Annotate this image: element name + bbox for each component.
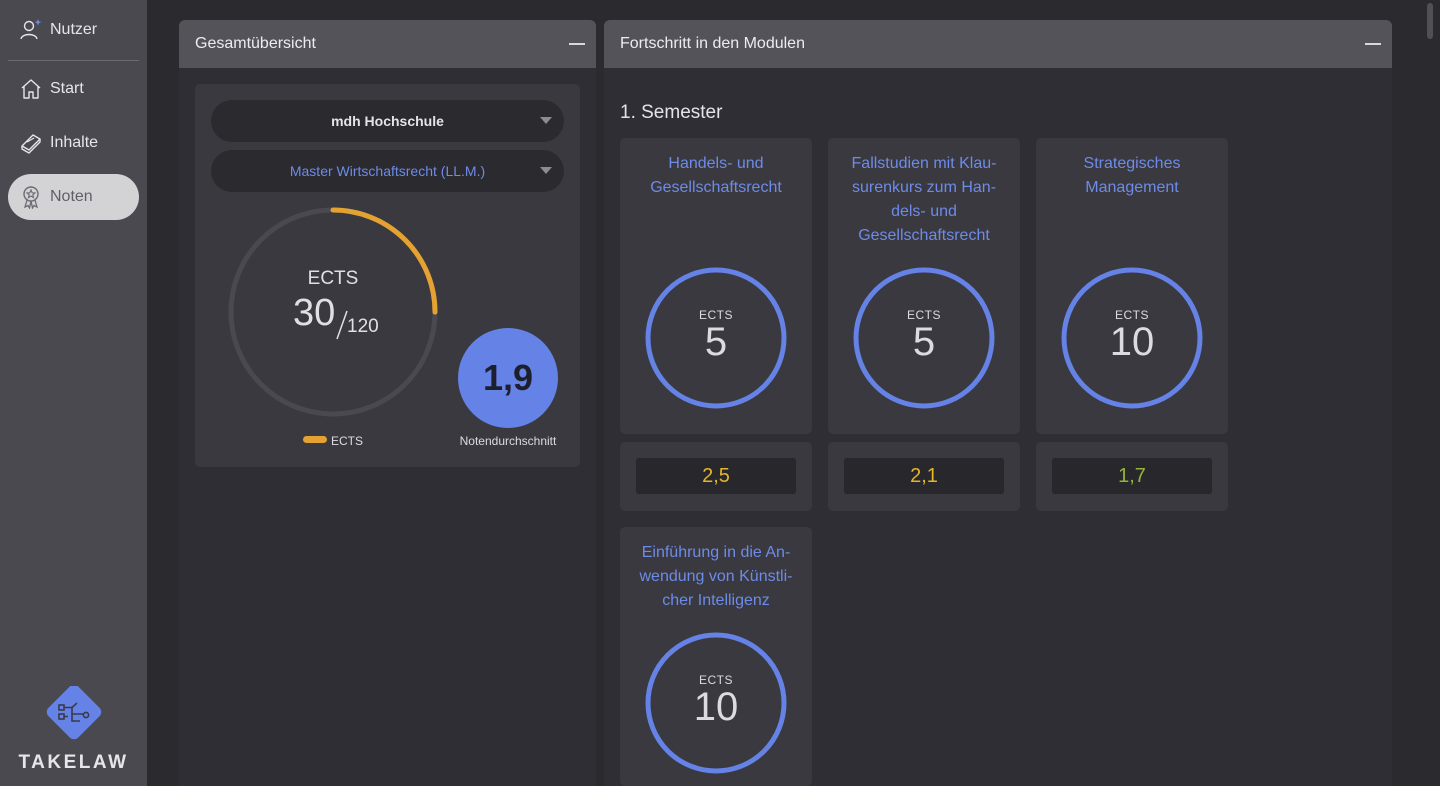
semester-heading: 1. Semester [620,102,723,123]
award-icon [23,186,39,209]
module-title-line: wendung von Künstli- [639,568,793,585]
module-title: Handels- und Gesellschaftsrecht [630,152,802,200]
user-star-icon [20,19,42,40]
module-ring [853,267,995,409]
module-ects-ring: ECTS 10 [644,631,788,775]
takelaw-logo [46,686,102,740]
overview-panel: Gesamtübersicht mdh Hochschule Master Wi… [179,20,596,786]
program-select[interactable]: Master Wirtschaftsrecht (LL.M.) [211,150,564,192]
module-ects-value: 10 [693,685,739,729]
module-title-line: Einführung in die An- [641,544,791,561]
module-ects-ring: ECTS 5 [644,266,788,410]
module-ects-ring: ECTS 10 [1060,266,1204,410]
grade-average-value: 1,9 [482,357,534,398]
sidebar-item-label: Inhalte [50,134,99,151]
module-grade-value: 2,5 [702,464,730,487]
modules-panel: Fortschritt in den Modulen 1. Semester H… [604,20,1392,786]
university-select-value: mdh Hochschule [331,113,444,129]
panel-title: Gesamtübersicht [195,35,316,52]
module-ects-label: ECTS [906,308,941,322]
module-ring [645,632,787,774]
module-grade: 1,7 [1052,458,1212,494]
ects-fraction-slash [336,310,348,340]
module-title-line: surenkurs zum Han- [851,179,997,196]
scrollbar-thumb[interactable] [1427,3,1433,39]
panel-header: Gesamtübersicht [179,20,596,68]
module-card[interactable]: Strategisches Management ECTS 10 [1036,138,1228,434]
legend-label: ECTS [331,434,364,448]
chevron-down-icon [540,117,552,124]
sidebar-divider [8,60,139,61]
sidebar-item-label: Start [50,80,84,97]
module-title: Einführung in die An- wendung von Künstl… [630,541,802,613]
home-icon [21,79,41,99]
module-ects-value: 10 [1109,320,1155,364]
sidebar-item-start[interactable]: Start [8,66,139,112]
module-title-line: cher Intelligenz [662,592,770,609]
minimize-icon[interactable] [1364,32,1382,52]
legend-swatch [303,436,327,443]
grade-average-circle: 1,9 [458,328,558,428]
module-title-line: Strategisches [1083,155,1181,172]
module-ects-value: 5 [704,320,728,364]
module-card[interactable]: Handels- und Gesellschaftsrecht ECTS 5 [620,138,812,434]
book-icon [21,134,41,154]
module-grade-card: 2,5 [620,442,812,511]
panel-title: Fortschritt in den Modulen [620,35,805,52]
module-grade-card: 2,1 [828,442,1020,511]
module-ring [1061,267,1203,409]
module-title-line: Handels- und [668,155,764,172]
module-grade-card: 1,7 [1036,442,1228,511]
module-ects-label: ECTS [698,673,733,687]
module-title-line: Management [1085,179,1179,196]
ects-ring-value: 30 [293,292,336,334]
scrollbar-track[interactable] [1420,0,1440,786]
university-select[interactable]: mdh Hochschule [211,100,564,142]
overview-card: mdh Hochschule Master Wirtschaftsrecht (… [195,84,580,467]
sidebar-item-nutzer[interactable]: Nutzer [8,7,139,53]
minimize-icon[interactable] [568,32,586,52]
sidebar: Nutzer Start Inhalte Noten [0,0,147,786]
chevron-down-icon [540,167,552,174]
module-ects-value: 5 [912,320,936,364]
module-ects-ring: ECTS 5 [852,266,996,410]
module-title: Fallstudien mit Klau- surenkurs zum Han-… [838,152,1010,248]
grade-average-label: Notendurchschnitt [459,434,557,448]
sidebar-item-label: Noten [50,188,93,205]
module-grade-value: 2,1 [910,464,938,487]
ects-ring-total: 120 [347,316,379,337]
module-title-line: dels- und [891,203,957,220]
module-grade: 2,1 [844,458,1004,494]
module-card[interactable]: Einführung in die An- wendung von Künstl… [620,527,812,786]
module-title-line: Gesellschaftsrecht [858,227,990,244]
module-grade: 2,5 [636,458,796,494]
program-select-value: Master Wirtschaftsrecht (LL.M.) [289,163,486,179]
sidebar-item-label: Nutzer [50,21,98,38]
sidebar-item-inhalte[interactable]: Inhalte [8,120,139,166]
module-ects-label: ECTS [1114,308,1149,322]
sidebar-item-noten[interactable]: Noten [8,174,139,220]
module-ects-label: ECTS [698,308,733,322]
module-title-line: Fallstudien mit Klau- [851,155,997,172]
module-grade-value: 1,7 [1118,464,1146,487]
ects-ring-label: ECTS [307,268,359,289]
module-title-line: Gesellschaftsrecht [650,179,782,196]
module-card[interactable]: Fallstudien mit Klau- surenkurs zum Han-… [828,138,1020,434]
panel-header: Fortschritt in den Modulen [604,20,1392,68]
module-ring [645,267,787,409]
module-title: Strategisches Management [1046,152,1218,200]
ects-progress-ring [228,207,438,417]
brand-name: TAKELAW [18,752,129,773]
